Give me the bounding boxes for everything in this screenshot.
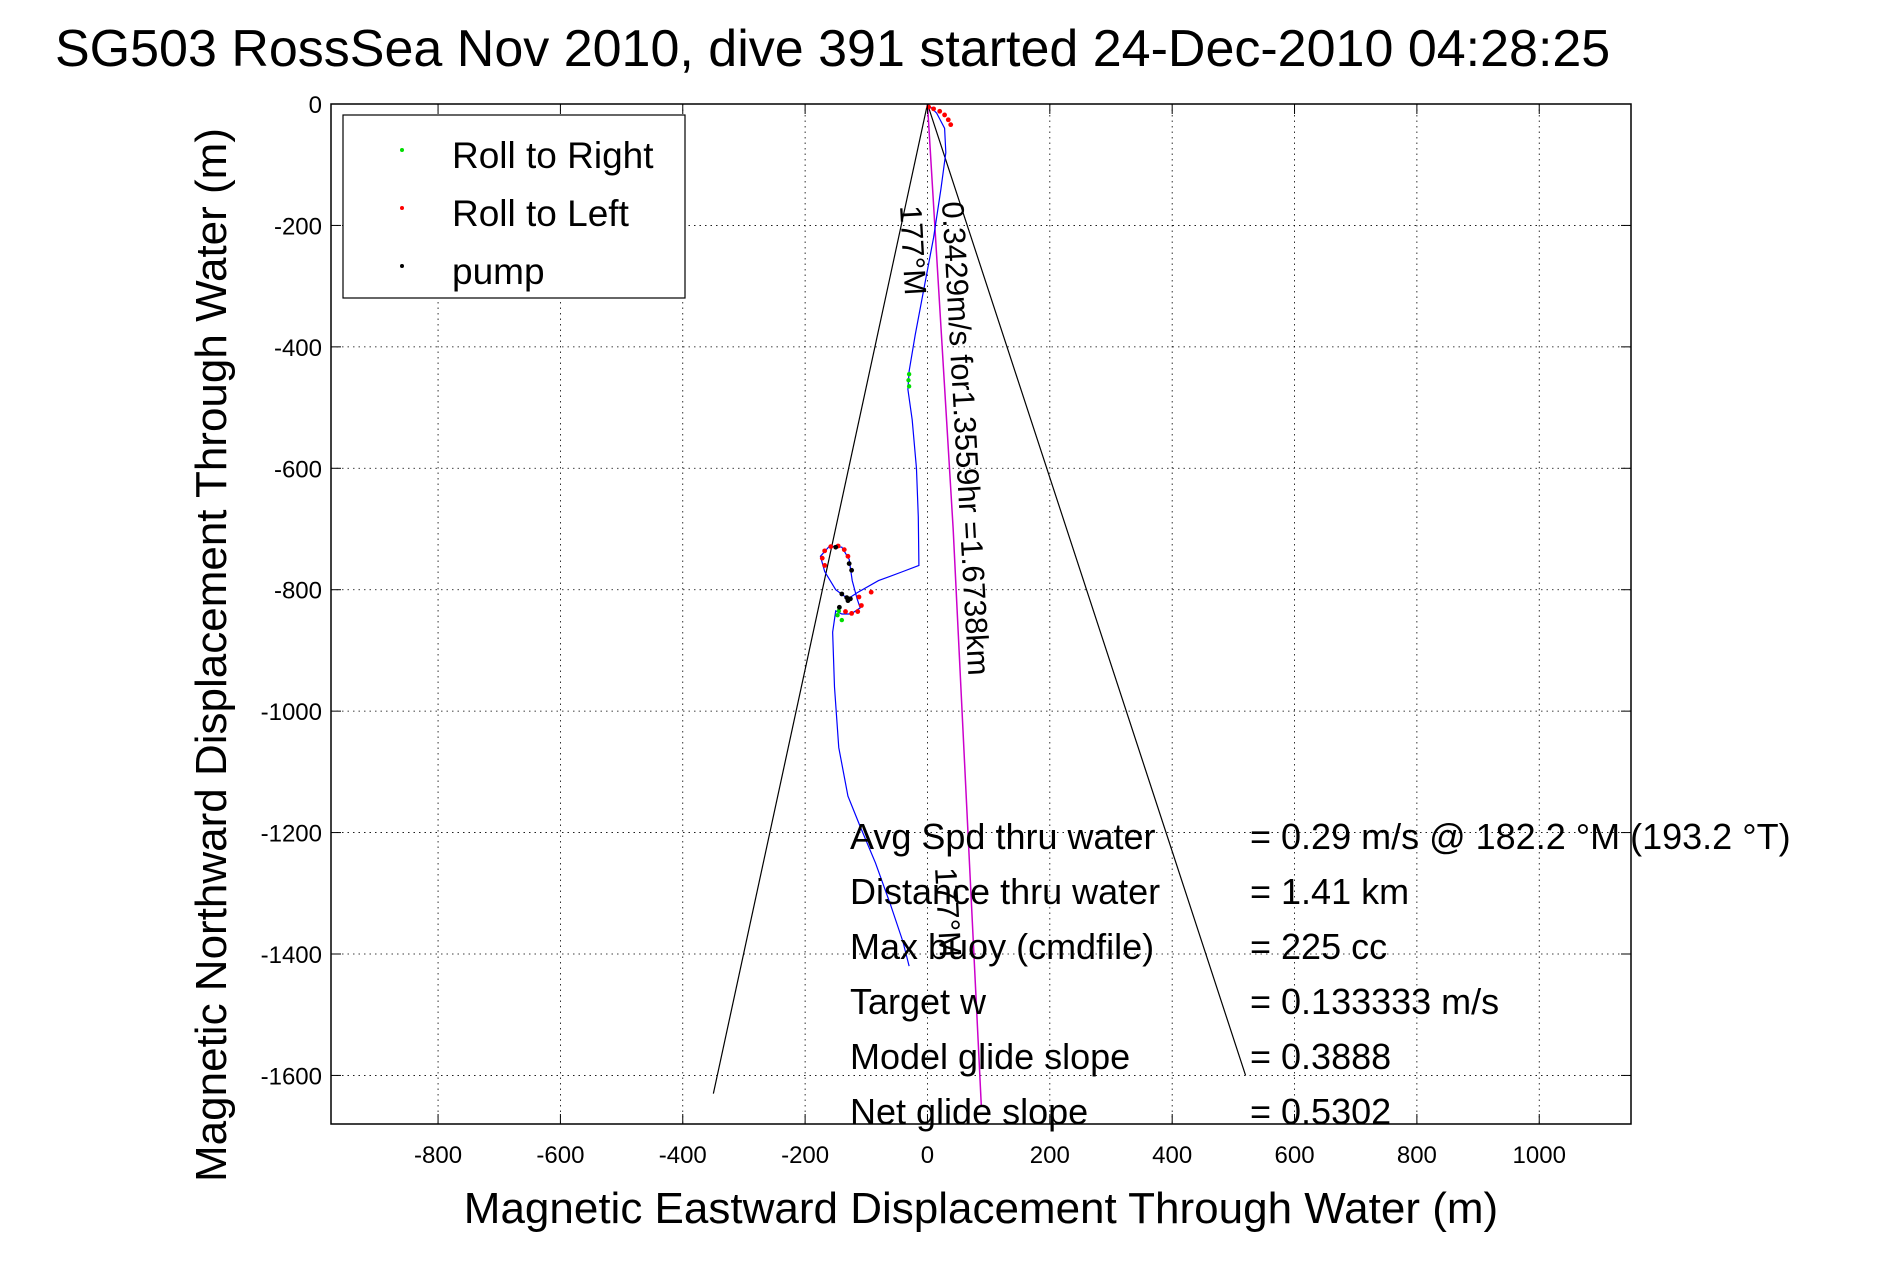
roll-left-point xyxy=(855,609,861,614)
x-tick-label: -400 xyxy=(659,1142,707,1169)
pump-point xyxy=(836,604,842,610)
stat-value: = 0.5302 xyxy=(1250,1091,1391,1132)
pump-point xyxy=(839,591,845,597)
y-tick-label: -1600 xyxy=(261,1063,322,1090)
stat-label: Net glide slope xyxy=(850,1091,1088,1132)
cone-line xyxy=(926,103,1247,1076)
glider-track xyxy=(819,103,947,967)
y-tick-label: -1200 xyxy=(261,821,322,848)
stat-value: = 1.41 km xyxy=(1250,871,1409,912)
roll-left-point xyxy=(841,547,847,553)
legend-marker-roll-right xyxy=(400,148,404,152)
x-tick-label: -200 xyxy=(781,1142,829,1169)
y-tick-label: -200 xyxy=(274,213,322,240)
legend: Roll to Right Roll to Left pump xyxy=(342,114,686,299)
y-tick-label: -1000 xyxy=(261,699,322,726)
y-axis-label: Magnetic Northward Displacement Through … xyxy=(187,128,236,1182)
roll-left-point xyxy=(849,610,855,616)
heading-label-lower: 177°M xyxy=(928,866,968,958)
y-tick-label: -800 xyxy=(274,578,322,605)
stat-label: Max buoy (cmdfile) xyxy=(850,926,1154,967)
roll-left-point xyxy=(819,555,825,561)
heading-label-upper: 177°M xyxy=(893,204,933,296)
roll-left-point xyxy=(859,603,864,608)
roll-right-point xyxy=(906,371,912,377)
roll-left-point xyxy=(931,106,936,112)
roll-left-point xyxy=(822,563,828,568)
pump-point xyxy=(849,567,855,573)
pump-point xyxy=(845,598,851,604)
stats-block: Avg Spd thru water = 0.29 m/s @ 182.2 °M … xyxy=(850,816,1791,1132)
roll-left-point xyxy=(868,589,874,595)
x-axis-label: Magnetic Eastward Displacement Through W… xyxy=(464,1184,1498,1233)
heading-line xyxy=(926,103,983,1106)
x-tick-label: 0 xyxy=(921,1142,934,1169)
roll-left-point xyxy=(822,548,828,554)
stat-label: Avg Spd thru water xyxy=(850,816,1156,857)
legend-marker-roll-left xyxy=(400,206,404,210)
roll-left-point xyxy=(937,108,943,114)
roll-right-point xyxy=(835,613,840,618)
roll-left-point xyxy=(942,112,947,118)
roll-left-point xyxy=(945,117,951,123)
roll-left-point xyxy=(828,544,834,550)
data-layer xyxy=(712,103,1247,1106)
axes-box xyxy=(330,103,1632,1125)
roll-left-point xyxy=(948,122,954,128)
y-tick-label: -600 xyxy=(274,456,322,483)
y-tick-label: -1400 xyxy=(261,942,322,969)
legend-label-roll-right: Roll to Right xyxy=(452,135,654,176)
legend-label-roll-left: Roll to Left xyxy=(452,193,630,234)
stat-label: Distance thru water xyxy=(850,871,1160,912)
roll-left-point xyxy=(856,594,862,600)
pump-point xyxy=(833,544,839,550)
roll-left-point xyxy=(843,609,848,614)
axis-ticks: -800 -600 -400 -200 0 200 400 600 800 1000 0 -200 -4… xyxy=(261,92,1631,1169)
x-tick-label: 600 xyxy=(1275,1142,1315,1169)
roll-right-point xyxy=(836,608,841,614)
stat-label: Target w xyxy=(850,981,987,1022)
legend-label-pump: pump xyxy=(452,251,545,292)
roll-left-point xyxy=(845,553,851,559)
legend-marker-pump xyxy=(400,264,404,268)
x-tick-label: -600 xyxy=(536,1142,584,1169)
roll-right-point xyxy=(906,384,912,389)
y-tick-label: 0 xyxy=(309,92,322,119)
x-tick-label: -800 xyxy=(414,1142,462,1169)
legend-box xyxy=(342,114,686,299)
roll-right-point xyxy=(906,378,911,383)
stat-value: = 0.3888 xyxy=(1250,1036,1391,1077)
y-tick-label: -400 xyxy=(274,335,322,362)
stat-value: = 0.133333 m/s xyxy=(1250,981,1499,1022)
stat-value: = 225 cc xyxy=(1250,926,1387,967)
x-tick-label: 800 xyxy=(1397,1142,1437,1169)
pump-point xyxy=(846,561,852,567)
x-tick-label: 1000 xyxy=(1513,1142,1566,1169)
cone-line xyxy=(712,103,929,1094)
x-tick-label: 400 xyxy=(1152,1142,1192,1169)
chart-title: SG503 RossSea Nov 2010, dive 391 started… xyxy=(55,20,1610,78)
x-tick-label: 200 xyxy=(1030,1142,1070,1169)
stat-label: Model glide slope xyxy=(850,1036,1130,1077)
roll-right-point xyxy=(839,617,845,623)
heading-line-label: 0.3429m/s for1.3559hr =1.6738km xyxy=(935,200,996,676)
stat-value: = 0.29 m/s @ 182.2 °M (193.2 °T) xyxy=(1250,816,1791,857)
